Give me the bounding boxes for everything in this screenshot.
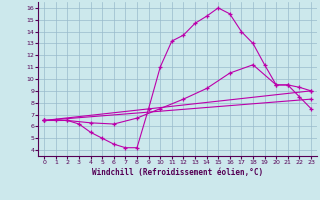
X-axis label: Windchill (Refroidissement éolien,°C): Windchill (Refroidissement éolien,°C): [92, 168, 263, 177]
